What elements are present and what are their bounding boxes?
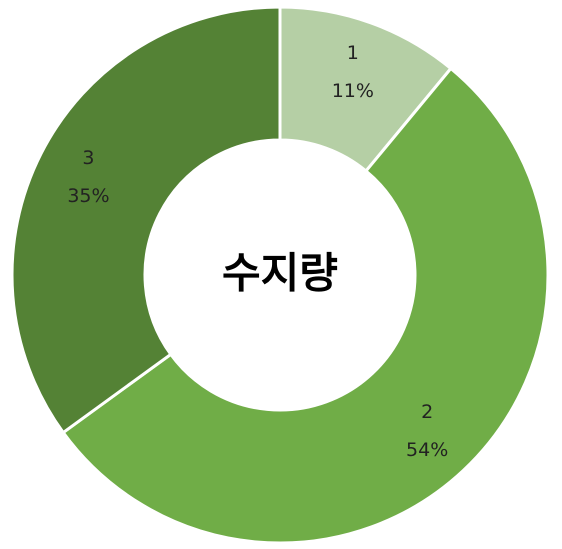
value-label: 11% xyxy=(332,80,374,102)
category-label: 2 xyxy=(421,401,433,423)
value-label: 35% xyxy=(67,185,109,207)
category-label: 1 xyxy=(347,42,359,64)
donut-slice xyxy=(61,66,550,545)
chart-title: 수지량 xyxy=(222,249,338,298)
category-label: 3 xyxy=(82,147,94,169)
slices xyxy=(10,5,550,545)
donut-slice xyxy=(10,5,282,435)
value-label: 54% xyxy=(406,439,448,461)
